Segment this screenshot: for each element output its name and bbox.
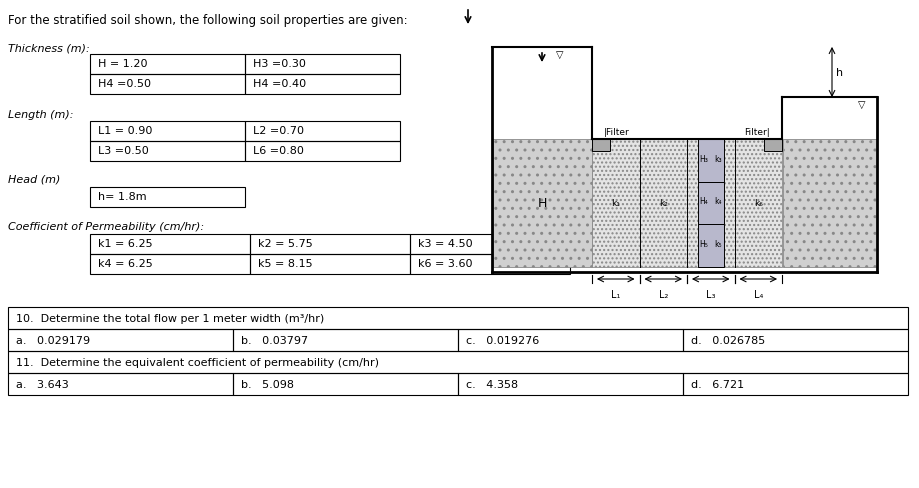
Bar [410, 235, 570, 254]
Text: k₅: k₅ [714, 240, 721, 249]
Bar [245, 55, 400, 75]
Bar [8, 329, 233, 351]
Text: h= 1.8m: h= 1.8m [98, 192, 147, 202]
Bar [458, 329, 683, 351]
Bar [764, 140, 782, 152]
Text: k₃: k₃ [714, 155, 721, 163]
Bar [245, 75, 400, 95]
Text: c.   0.019276: c. 0.019276 [466, 335, 539, 346]
Text: c.   4.358: c. 4.358 [466, 379, 518, 389]
Text: H4 =0.40: H4 =0.40 [253, 79, 306, 89]
Text: Coefficient of Permeability (cm/hr):: Coefficient of Permeability (cm/hr): [8, 222, 204, 231]
Bar [698, 225, 724, 267]
Text: k₄: k₄ [714, 197, 721, 206]
Text: k₆: k₆ [754, 199, 763, 208]
Text: ▽: ▽ [556, 50, 563, 60]
Bar [90, 254, 250, 274]
Bar [8, 307, 908, 329]
Bar [698, 183, 724, 225]
Text: ▽: ▽ [858, 100, 866, 110]
Text: L3 =0.50: L3 =0.50 [98, 146, 149, 156]
Text: a.   3.643: a. 3.643 [16, 379, 69, 389]
Text: h: h [836, 68, 843, 78]
Text: H = 1.20: H = 1.20 [98, 59, 148, 69]
Text: L2 =0.70: L2 =0.70 [253, 126, 304, 136]
Bar [687, 140, 734, 267]
Text: H₃: H₃ [699, 155, 709, 163]
Text: L₃: L₃ [706, 289, 716, 299]
Text: H: H [538, 197, 547, 210]
Bar [233, 373, 458, 395]
Text: L₁: L₁ [611, 289, 620, 299]
Bar [90, 55, 245, 75]
Bar [8, 351, 908, 373]
Bar [250, 235, 410, 254]
Text: k5 = 8.15: k5 = 8.15 [258, 259, 312, 268]
Bar [245, 122, 400, 142]
Text: H3 =0.30: H3 =0.30 [253, 59, 306, 69]
Text: L₄: L₄ [754, 289, 763, 299]
Text: H₅: H₅ [699, 240, 709, 249]
Bar [783, 140, 877, 267]
Bar [683, 329, 908, 351]
Text: L1 = 0.90: L1 = 0.90 [98, 126, 153, 136]
Text: k2 = 5.75: k2 = 5.75 [258, 239, 312, 248]
Bar [698, 140, 724, 183]
Bar [493, 140, 592, 267]
Text: H4 =0.50: H4 =0.50 [98, 79, 151, 89]
Text: Filter|: Filter| [744, 128, 770, 137]
Bar [458, 373, 683, 395]
Bar [90, 187, 245, 207]
Bar [233, 329, 458, 351]
Bar [90, 75, 245, 95]
Text: k1 = 6.25: k1 = 6.25 [98, 239, 153, 248]
Text: L6 =0.80: L6 =0.80 [253, 146, 304, 156]
Text: k4 = 6.25: k4 = 6.25 [98, 259, 153, 268]
Text: L₂: L₂ [659, 289, 668, 299]
Bar [250, 254, 410, 274]
Bar [592, 140, 610, 152]
Text: k₂: k₂ [659, 199, 668, 208]
Bar [410, 254, 570, 274]
Text: 10.  Determine the total flow per 1 meter width (m³/hr): 10. Determine the total flow per 1 meter… [16, 313, 324, 324]
Text: a.   0.029179: a. 0.029179 [16, 335, 90, 346]
Text: 11.  Determine the equivalent coefficient of permeability (cm/hr): 11. Determine the equivalent coefficient… [16, 357, 379, 367]
Text: Thickness (m):: Thickness (m): [8, 44, 90, 54]
Text: b.   5.098: b. 5.098 [241, 379, 294, 389]
Bar [90, 235, 250, 254]
Text: k3 = 4.50: k3 = 4.50 [418, 239, 472, 248]
Text: d.   6.721: d. 6.721 [691, 379, 744, 389]
Text: d.   0.026785: d. 0.026785 [691, 335, 766, 346]
Bar [734, 140, 782, 267]
Text: Head (m): Head (m) [8, 175, 61, 184]
Bar [640, 140, 687, 267]
Text: k₁: k₁ [611, 199, 620, 208]
Bar [8, 373, 233, 395]
Text: Length (m):: Length (m): [8, 110, 74, 120]
Bar [592, 140, 640, 267]
Text: |Filter: |Filter [604, 128, 630, 137]
Text: k6 = 3.60: k6 = 3.60 [418, 259, 472, 268]
Text: For the stratified soil shown, the following soil properties are given:: For the stratified soil shown, the follo… [8, 14, 408, 27]
Text: b.   0.03797: b. 0.03797 [241, 335, 308, 346]
Bar [245, 142, 400, 162]
Text: H₄: H₄ [699, 197, 709, 206]
Bar [683, 373, 908, 395]
Bar [90, 142, 245, 162]
Bar [90, 122, 245, 142]
